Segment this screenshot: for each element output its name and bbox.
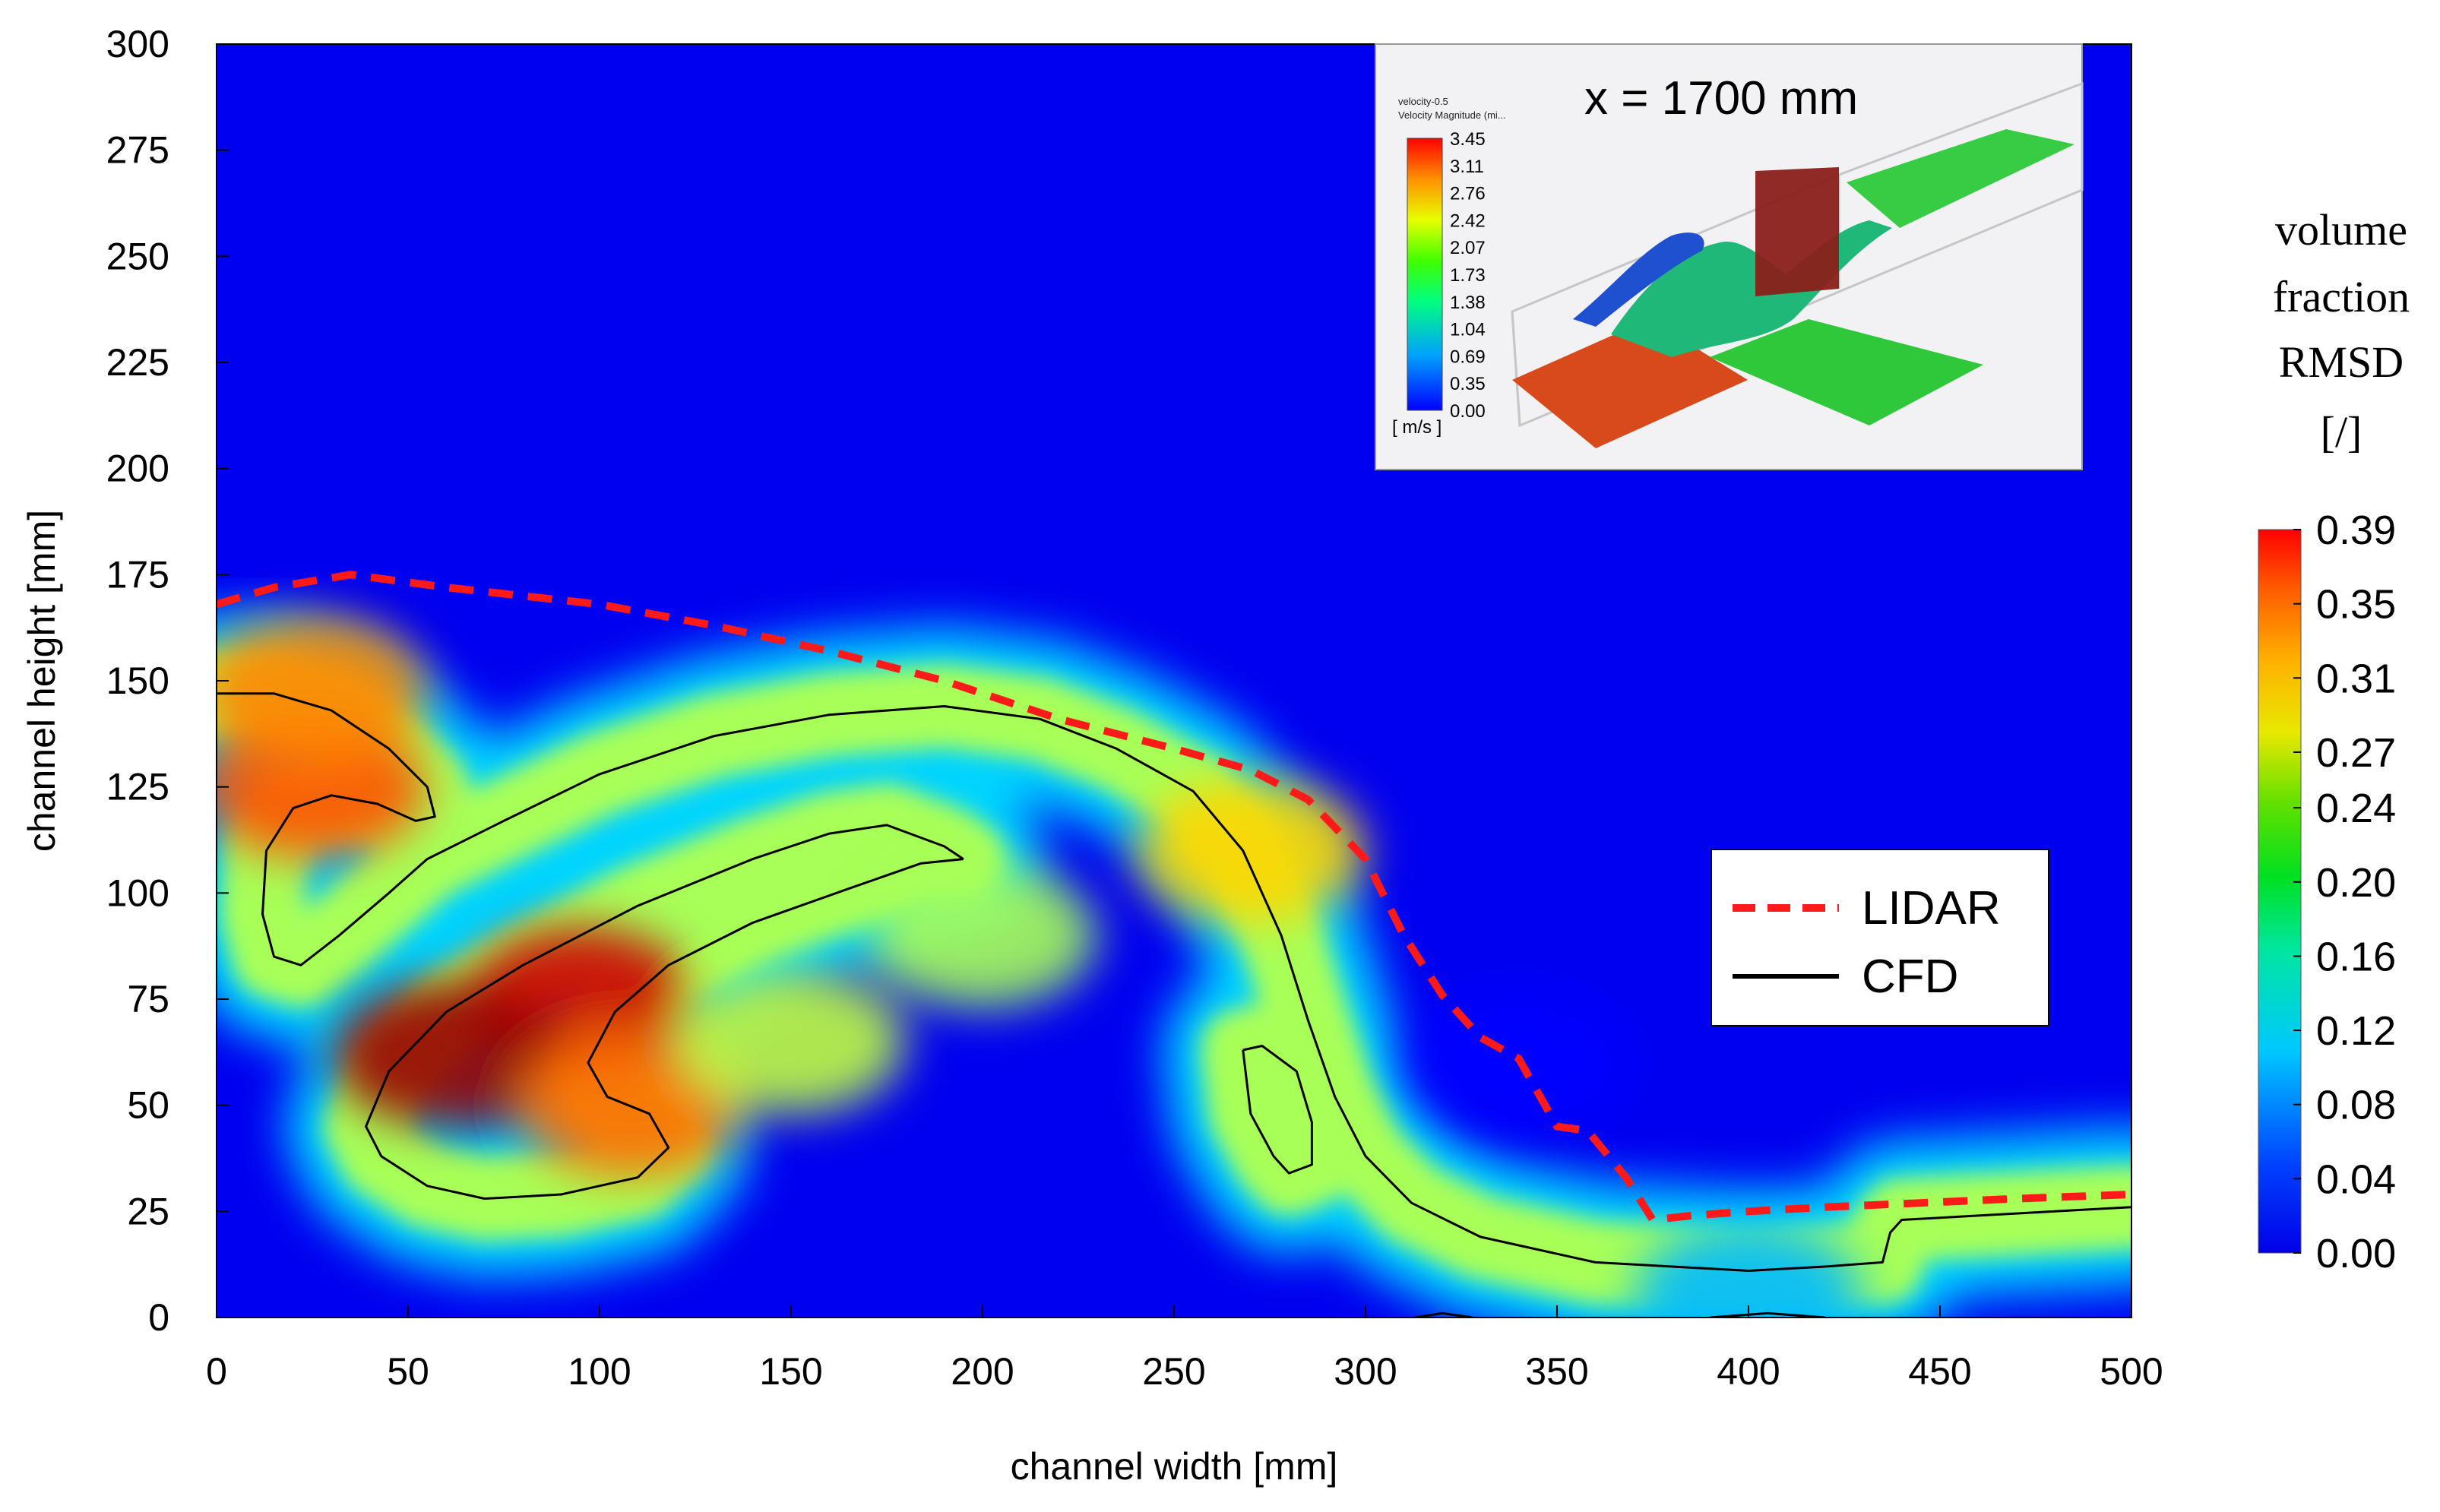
legend-label-cfd: CFD [1862,951,1958,1003]
inset-floor-green [1710,319,1983,425]
inset-cfd-render: velocity-0.5 Velocity Magnitude (mi... 3… [1375,43,2084,470]
field-region [869,863,1097,1008]
inset-colorbar-tick-label: 1.38 [1450,293,1486,313]
y-tick-label: 125 [106,766,169,808]
x-tick-label: 500 [2100,1350,2163,1393]
inset-header-2: Velocity Magnitude (mi... [1398,109,1506,121]
field-regions [217,617,1862,1317]
inset-colorbar-tick-label: 2.07 [1450,238,1486,258]
x-tick-label: 250 [1142,1350,1205,1393]
x-tick-label: 300 [1334,1350,1397,1393]
inset-colorbar-tick-label: 0.00 [1450,401,1486,422]
cfd-contours [217,692,2131,1317]
colorbar-title-4: [/] [2321,407,2362,457]
x-tick-label: 350 [1525,1350,1588,1393]
inset-units: [ m/s ] [1392,417,1442,438]
field-region [677,969,905,1114]
cfd-contour-line [1242,1045,1313,1175]
y-tick-label: 25 [127,1190,169,1232]
x-tick-label: 450 [1908,1350,1971,1393]
colorbar-tick-label: 0.08 [2316,1083,2396,1128]
inset-spray [1573,232,1704,327]
inset-colorbar-tick-label: 0.35 [1450,374,1486,394]
colorbar-tick-label: 0.04 [2316,1156,2396,1202]
y-tick-label: 300 [106,23,169,65]
inset-colorbar-tick-label: 0.69 [1450,346,1486,367]
legend: LIDAR CFD [1711,849,2049,1026]
y-tick-label: 250 [106,235,169,277]
y-tick-label: 275 [106,129,169,172]
legend-box [1711,849,2049,1026]
colorbar-tick-label: 0.27 [2316,730,2396,776]
colorbar-tick-label: 0.39 [2316,508,2396,553]
colorbar-tick-label: 0.24 [2316,786,2396,831]
cfd-contour-line [217,692,2131,1272]
x-tick-label: 150 [759,1350,822,1393]
inset-colorbar-tick-label: 3.11 [1450,157,1484,177]
y-tick-label: 175 [106,553,169,596]
y-tick-label: 150 [106,660,169,702]
colorbar-title-2: fraction [2273,272,2410,321]
inset-colorbar-ticks: 3.45 3.11 2.76 2.42 2.07 1.73 1.38 1.04 0.69 0.35… [1450,129,1486,422]
field-band [1201,1004,1354,1216]
x-tick-label: 50 [387,1350,429,1393]
field-region [1136,778,1365,923]
inset-colorbar-tick-label: 1.73 [1450,265,1486,286]
y-tick-label: 0 [148,1296,169,1339]
cfd-contour-line [1415,1311,1473,1317]
lidar-line [217,571,2131,1224]
inset-colorbar [1407,138,1443,411]
colorbar-tick-label: 0.35 [2316,582,2396,628]
field-region [1635,1224,1862,1317]
colorbar-tick-label: 0.31 [2316,656,2396,701]
cfd-contour-line [365,824,964,1200]
inset-colorbar-tick-label: 2.42 [1450,210,1486,231]
x-tick-label: 400 [1717,1350,1780,1393]
field-region [332,982,561,1127]
colorbar-title-1: volume [2275,205,2407,255]
inset-colorbar-tick-label: 2.76 [1450,184,1486,204]
colorbar: volume fraction RMSD [/] 0.00 0.04 0.08 0.1… [2258,205,2410,1276]
colorbar-tick-label: 0.20 [2316,860,2396,906]
cfd-contour-line [1710,1311,1825,1317]
y-axis: 0 25 50 75 100 125 150 175 200 225 250 275 300 [106,23,229,1339]
x-tick-label: 0 [206,1350,227,1393]
y-tick-label: 225 [106,341,169,384]
inset-colorbar-tick-label: 1.04 [1450,320,1486,340]
x-axis: 0 50 100 150 200 250 300 350 400 450 500 [206,1305,2163,1393]
y-tick-label: 75 [127,978,169,1020]
y-tick-label: 200 [106,448,169,490]
colorbar-ticks: 0.00 0.04 0.08 0.12 0.16 0.20 0.24 0.27 0.31 0.35… [2293,508,2396,1276]
colorbar-tick-label: 0.16 [2316,934,2396,979]
y-tick-label: 100 [106,871,169,914]
inset-cut-plane [1755,167,1839,296]
colorbar-title-3: RMSD [2279,337,2404,387]
y-axis-label: channel height [mm] [21,510,63,852]
inset-header-1: velocity-0.5 [1398,96,1448,107]
colorbar-tick-label: 0.12 [2316,1008,2396,1054]
inset-frame [1375,43,2083,470]
field-region [217,617,426,762]
legend-label-lidar: LIDAR [1862,882,2001,935]
inset-plate-upper [1847,129,2074,228]
colorbar-gradient [2258,529,2302,1254]
colorbar-tick-label: 0.00 [2316,1231,2396,1276]
y-tick-label: 50 [127,1084,169,1127]
inset-title: x = 1700 mm [1584,72,1858,125]
x-tick-label: 100 [568,1350,631,1393]
x-tick-label: 200 [951,1350,1014,1393]
inset-colorbar-tick-label: 3.45 [1450,129,1486,150]
x-axis-label: channel width [mm] [1011,1445,1338,1488]
